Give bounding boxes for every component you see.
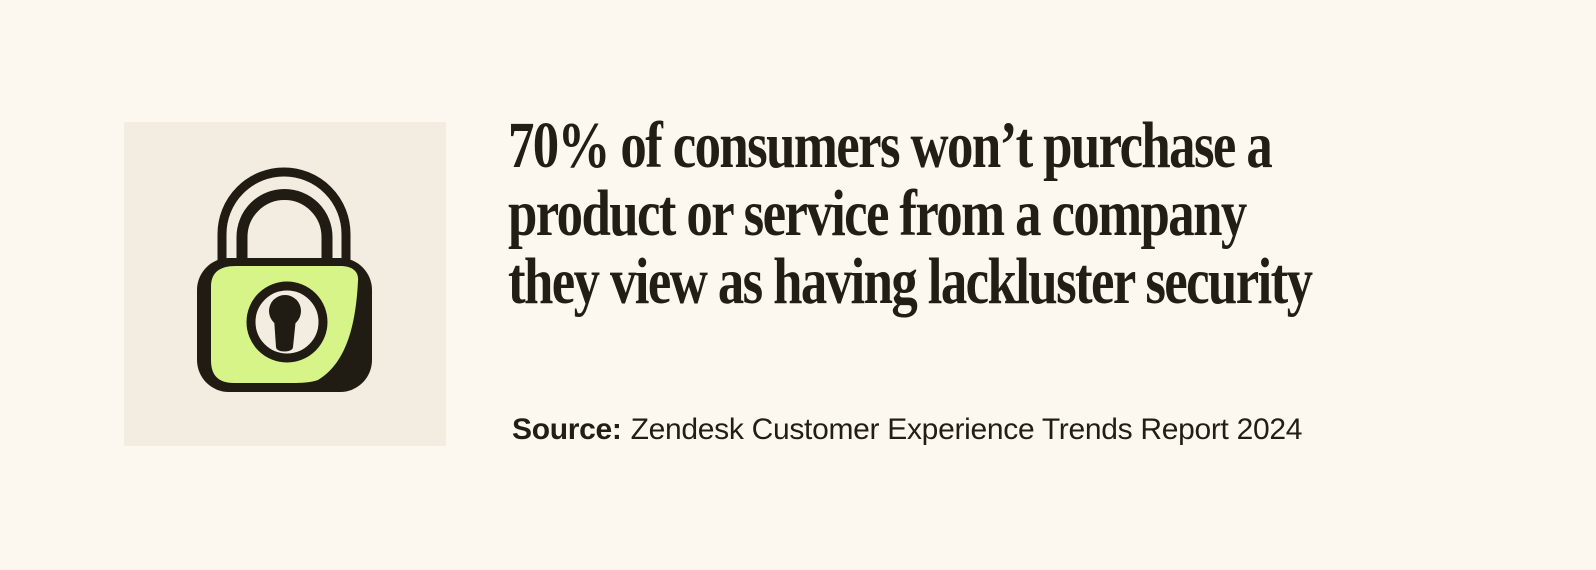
lock-illustration — [124, 122, 446, 446]
padlock-shackle-inner — [236, 189, 333, 268]
headline-line-1: 70% of consumers won’t purchase a — [508, 109, 1273, 182]
padlock-shackle-outer — [217, 167, 351, 268]
headline-line-3: they view as having lackluster security — [508, 245, 1313, 318]
source-text: Zendesk Customer Experience Trends Repor… — [630, 413, 1303, 446]
headline-line-2: product or service from a company — [508, 177, 1247, 250]
headline: 70% of consumers won’t purchase a produc… — [508, 112, 1548, 316]
padlock-icon — [197, 167, 372, 392]
source-label: Source: — [512, 413, 622, 446]
keyhole-stem — [274, 315, 296, 352]
source-line: Source: Zendesk Customer Experience Trend… — [512, 414, 1302, 446]
